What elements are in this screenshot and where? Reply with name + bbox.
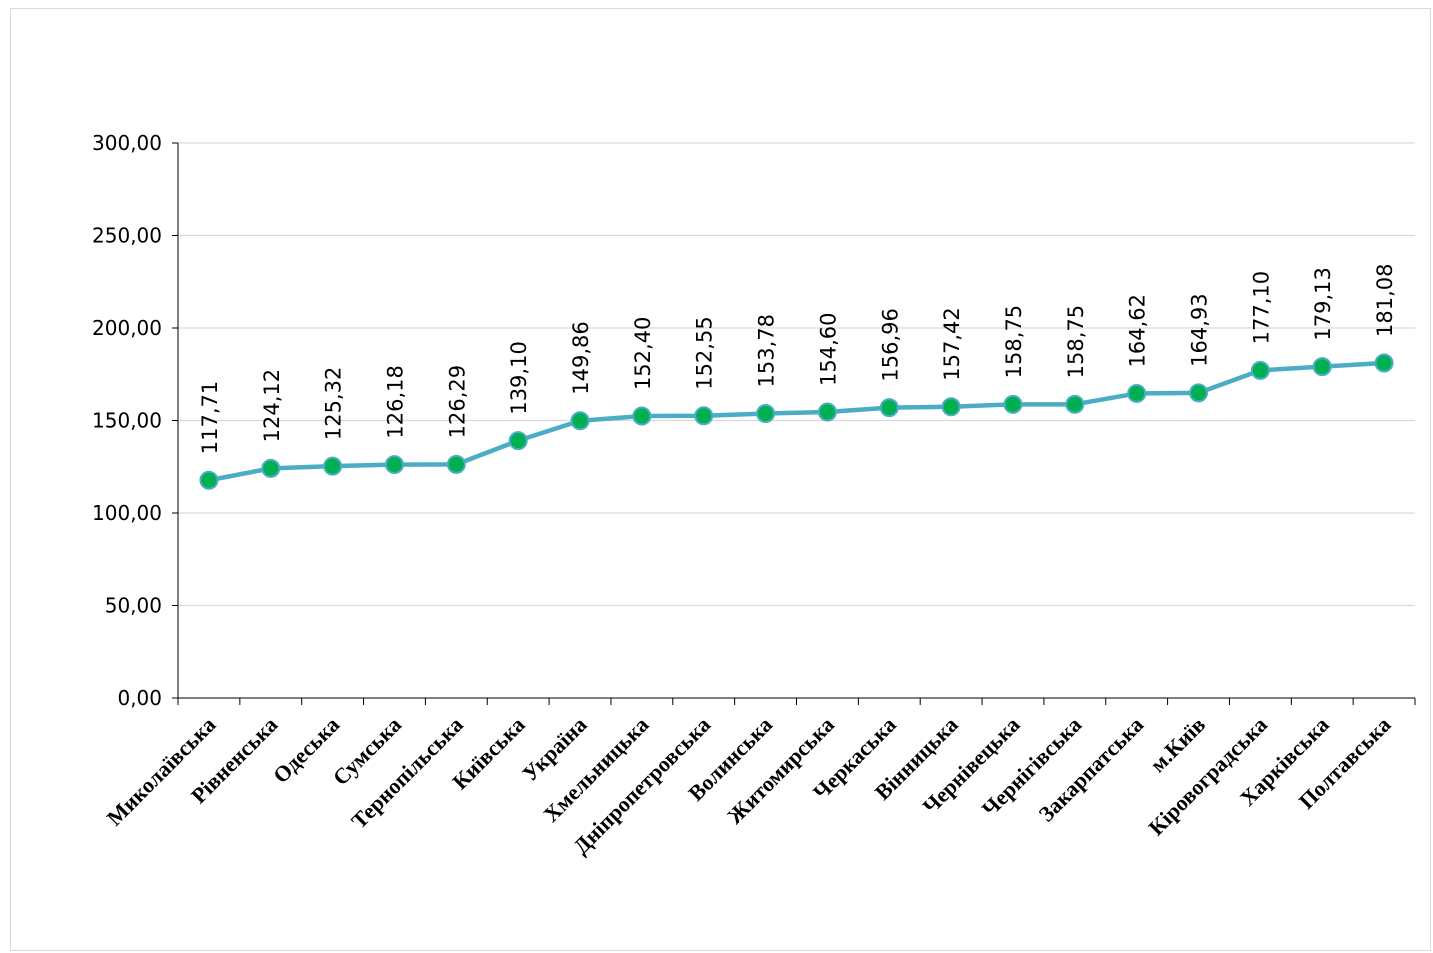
y-tick-label: 0,00 [117, 686, 162, 710]
data-point [1250, 360, 1270, 380]
data-point [632, 406, 652, 426]
data-point [694, 406, 714, 426]
x-tick-label: Житомирська [722, 712, 839, 829]
series-line [206, 360, 1387, 483]
y-tick-label: 300,00 [92, 131, 162, 155]
data-point [261, 458, 281, 478]
data-label: 152,40 [631, 317, 655, 390]
data-point [879, 398, 899, 418]
data-label: 125,32 [322, 367, 346, 440]
x-tick-label: Тернопільська [346, 712, 468, 834]
y-tick-label: 150,00 [92, 409, 162, 433]
data-point [1312, 357, 1332, 377]
data-label: 164,62 [1126, 294, 1150, 367]
x-tick-labels: МиколаївськаРівненськаОдеськаСумськаТерн… [102, 712, 1396, 859]
data-point [756, 404, 776, 424]
data-label: 177,10 [1249, 271, 1273, 344]
data-point [570, 411, 590, 431]
data-point [384, 455, 404, 475]
data-label: 181,08 [1373, 264, 1397, 337]
x-tick-label: Миколаївська [102, 712, 221, 831]
data-label: 153,78 [755, 314, 779, 387]
data-label: 156,96 [878, 308, 902, 381]
data-point [508, 431, 528, 451]
series [199, 353, 1394, 490]
data-point [1374, 353, 1394, 373]
data-label: 126,18 [383, 365, 407, 438]
data-labels: 117,71 124,12 125,32 126,18 126,29 139,10 149,… [198, 264, 1397, 455]
data-label: 179,13 [1311, 267, 1335, 340]
data-label: 117,71 [198, 381, 222, 454]
data-point [941, 397, 961, 417]
data-label: 124,12 [260, 369, 284, 442]
data-label: 154,60 [816, 313, 840, 386]
data-point [323, 456, 343, 476]
data-label: 158,75 [1064, 305, 1088, 378]
data-point [1065, 394, 1085, 414]
data-point [1127, 383, 1147, 403]
axes [172, 142, 1416, 705]
y-tick-label: 50,00 [105, 594, 162, 618]
data-label: 157,42 [940, 307, 964, 380]
chart-frame [10, 8, 1431, 951]
data-point [446, 454, 466, 474]
gridlines [178, 142, 1415, 607]
y-tick-label: 100,00 [92, 501, 162, 525]
data-point [1003, 394, 1023, 414]
y-tick-label: 250,00 [92, 224, 162, 248]
y-tick-labels: 0,00 50,00 100,00 150,00 200,00 250,00 300,00 [92, 131, 162, 710]
data-label: 152,55 [693, 316, 717, 389]
data-label: 126,29 [445, 365, 469, 438]
data-label: 158,75 [1002, 305, 1026, 378]
data-label: 139,10 [507, 341, 531, 414]
y-tick-label: 200,00 [92, 316, 162, 340]
data-point [199, 470, 219, 490]
data-point [817, 402, 837, 422]
data-label: 164,93 [1188, 293, 1212, 366]
data-label: 149,86 [569, 321, 593, 394]
data-point [1189, 383, 1209, 403]
